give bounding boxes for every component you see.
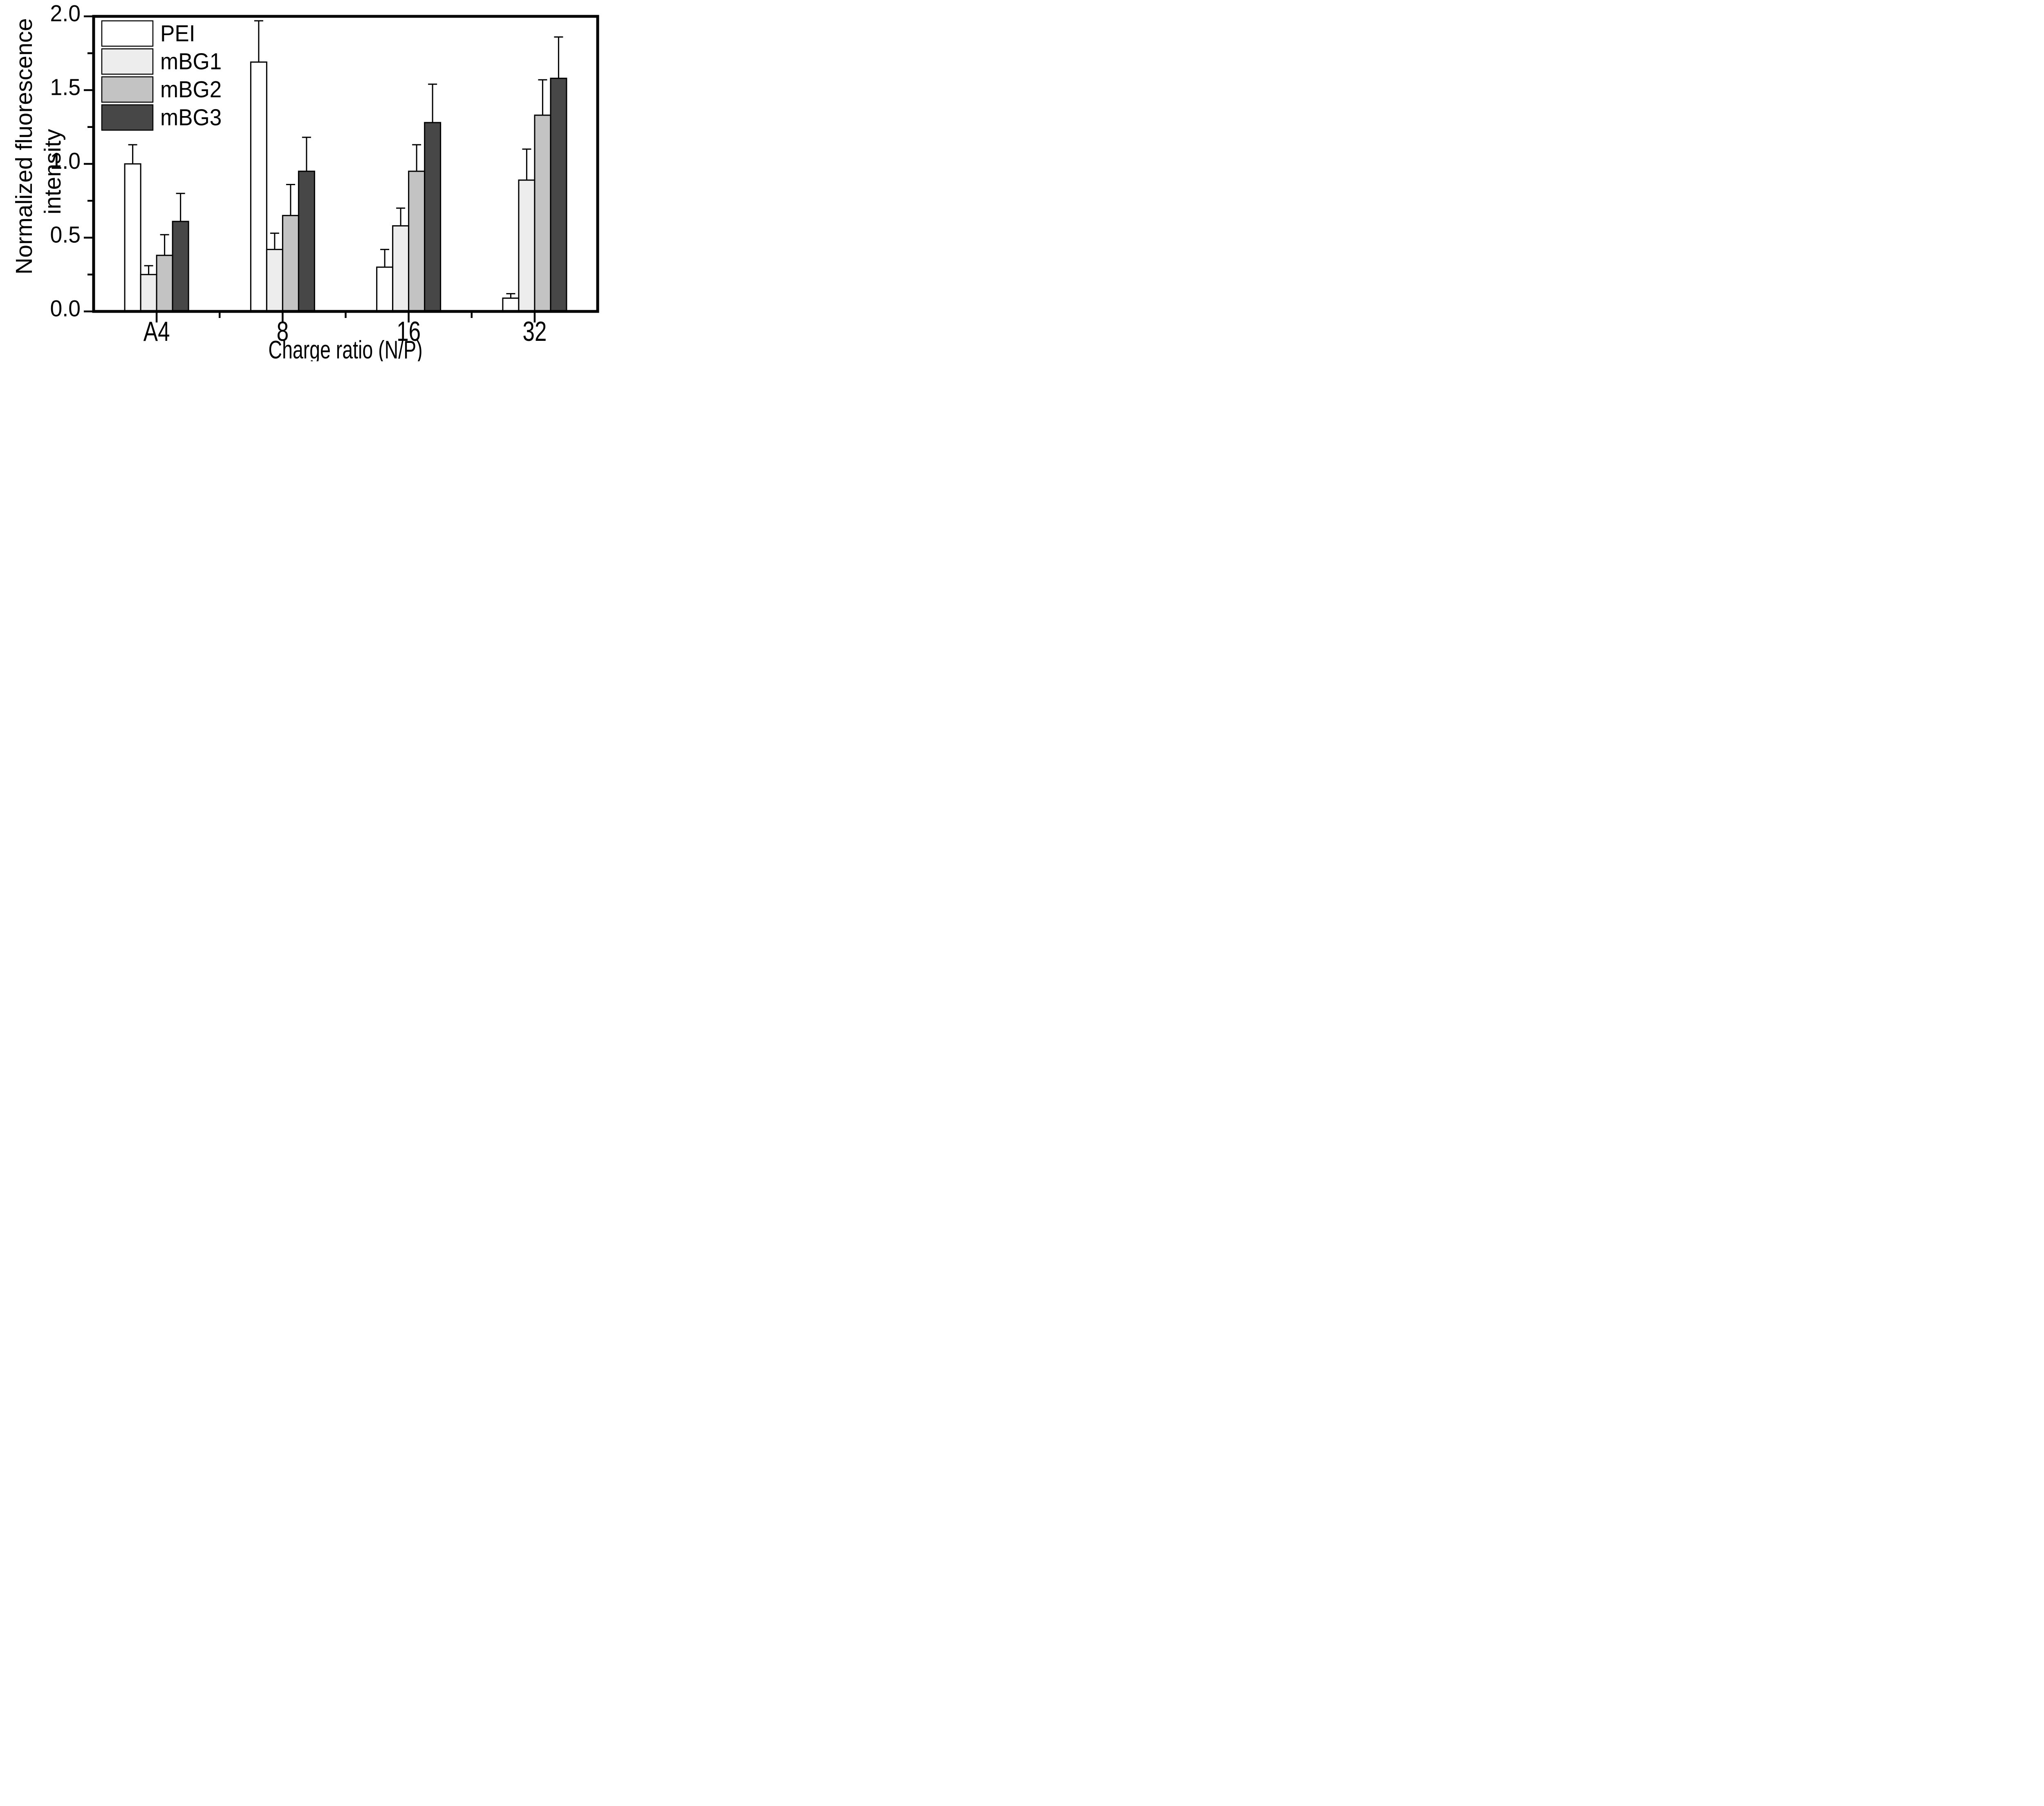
bar-mbg3-a4 bbox=[172, 221, 189, 312]
x-axis-title: Charge ratio (N/P) bbox=[268, 335, 422, 361]
y-axis-tick-label: 0.0 bbox=[50, 295, 81, 321]
bar-mbg2-16 bbox=[408, 170, 426, 312]
x-axis-tick-label: 32 bbox=[522, 316, 547, 347]
legend-label-pei: PEI bbox=[160, 20, 195, 46]
y-axis-tick-label: 1.5 bbox=[50, 74, 81, 100]
x-axis-tick-label: 8 bbox=[277, 316, 289, 347]
bar-mbg3-32 bbox=[550, 78, 567, 312]
bar-pei-a4 bbox=[124, 163, 141, 312]
bar-pei-16 bbox=[376, 266, 394, 312]
y-axis-tick-label: 2.0 bbox=[50, 0, 81, 26]
bar-mbg1-8 bbox=[266, 248, 283, 312]
bar-mbg1-16 bbox=[392, 225, 410, 312]
bar-mbg2-8 bbox=[282, 215, 299, 312]
legend-label-mbg1: mBG1 bbox=[160, 48, 222, 74]
bar-mbg3-8 bbox=[298, 170, 315, 312]
bar-pei-32 bbox=[502, 298, 520, 312]
bar-mbg1-32 bbox=[518, 179, 536, 312]
plot-frame bbox=[92, 15, 599, 313]
bar-mbg2-a4 bbox=[156, 255, 173, 312]
legend-swatch-mbg3 bbox=[101, 104, 154, 131]
bar-chart: 0.0 0.5 1.0 1.5 2.0 A4 8 16 32 Charge ratio (N/P)… bbox=[11, 0, 599, 364]
legend-swatch-pei bbox=[101, 20, 154, 47]
x-axis-tick-label: 16 bbox=[397, 316, 421, 347]
figure: 0.0 0.5 1.0 1.5 2.0 A4 8 16 32 Charge ratio (N/P)… bbox=[0, 0, 610, 364]
y-axis-title-line1: Normalized fluorescence bbox=[11, 18, 37, 274]
y-axis-tick-label: 0.5 bbox=[50, 222, 81, 248]
bar-mbg1-a4 bbox=[140, 274, 157, 312]
y-axis-tick-label: 1.0 bbox=[50, 148, 81, 174]
bar-mbg2-32 bbox=[534, 114, 551, 312]
legend-label-mbg3: mBG3 bbox=[160, 104, 222, 130]
x-axis-tick-label: A4 bbox=[143, 316, 170, 347]
legend-swatch-mbg2 bbox=[101, 76, 154, 103]
bar-pei-8 bbox=[250, 61, 267, 312]
legend-label-mbg2: mBG2 bbox=[160, 76, 222, 102]
y-axis-title-line2: intensity bbox=[40, 129, 66, 215]
bar-mbg3-16 bbox=[424, 122, 442, 312]
legend-swatch-mbg1 bbox=[101, 48, 154, 75]
